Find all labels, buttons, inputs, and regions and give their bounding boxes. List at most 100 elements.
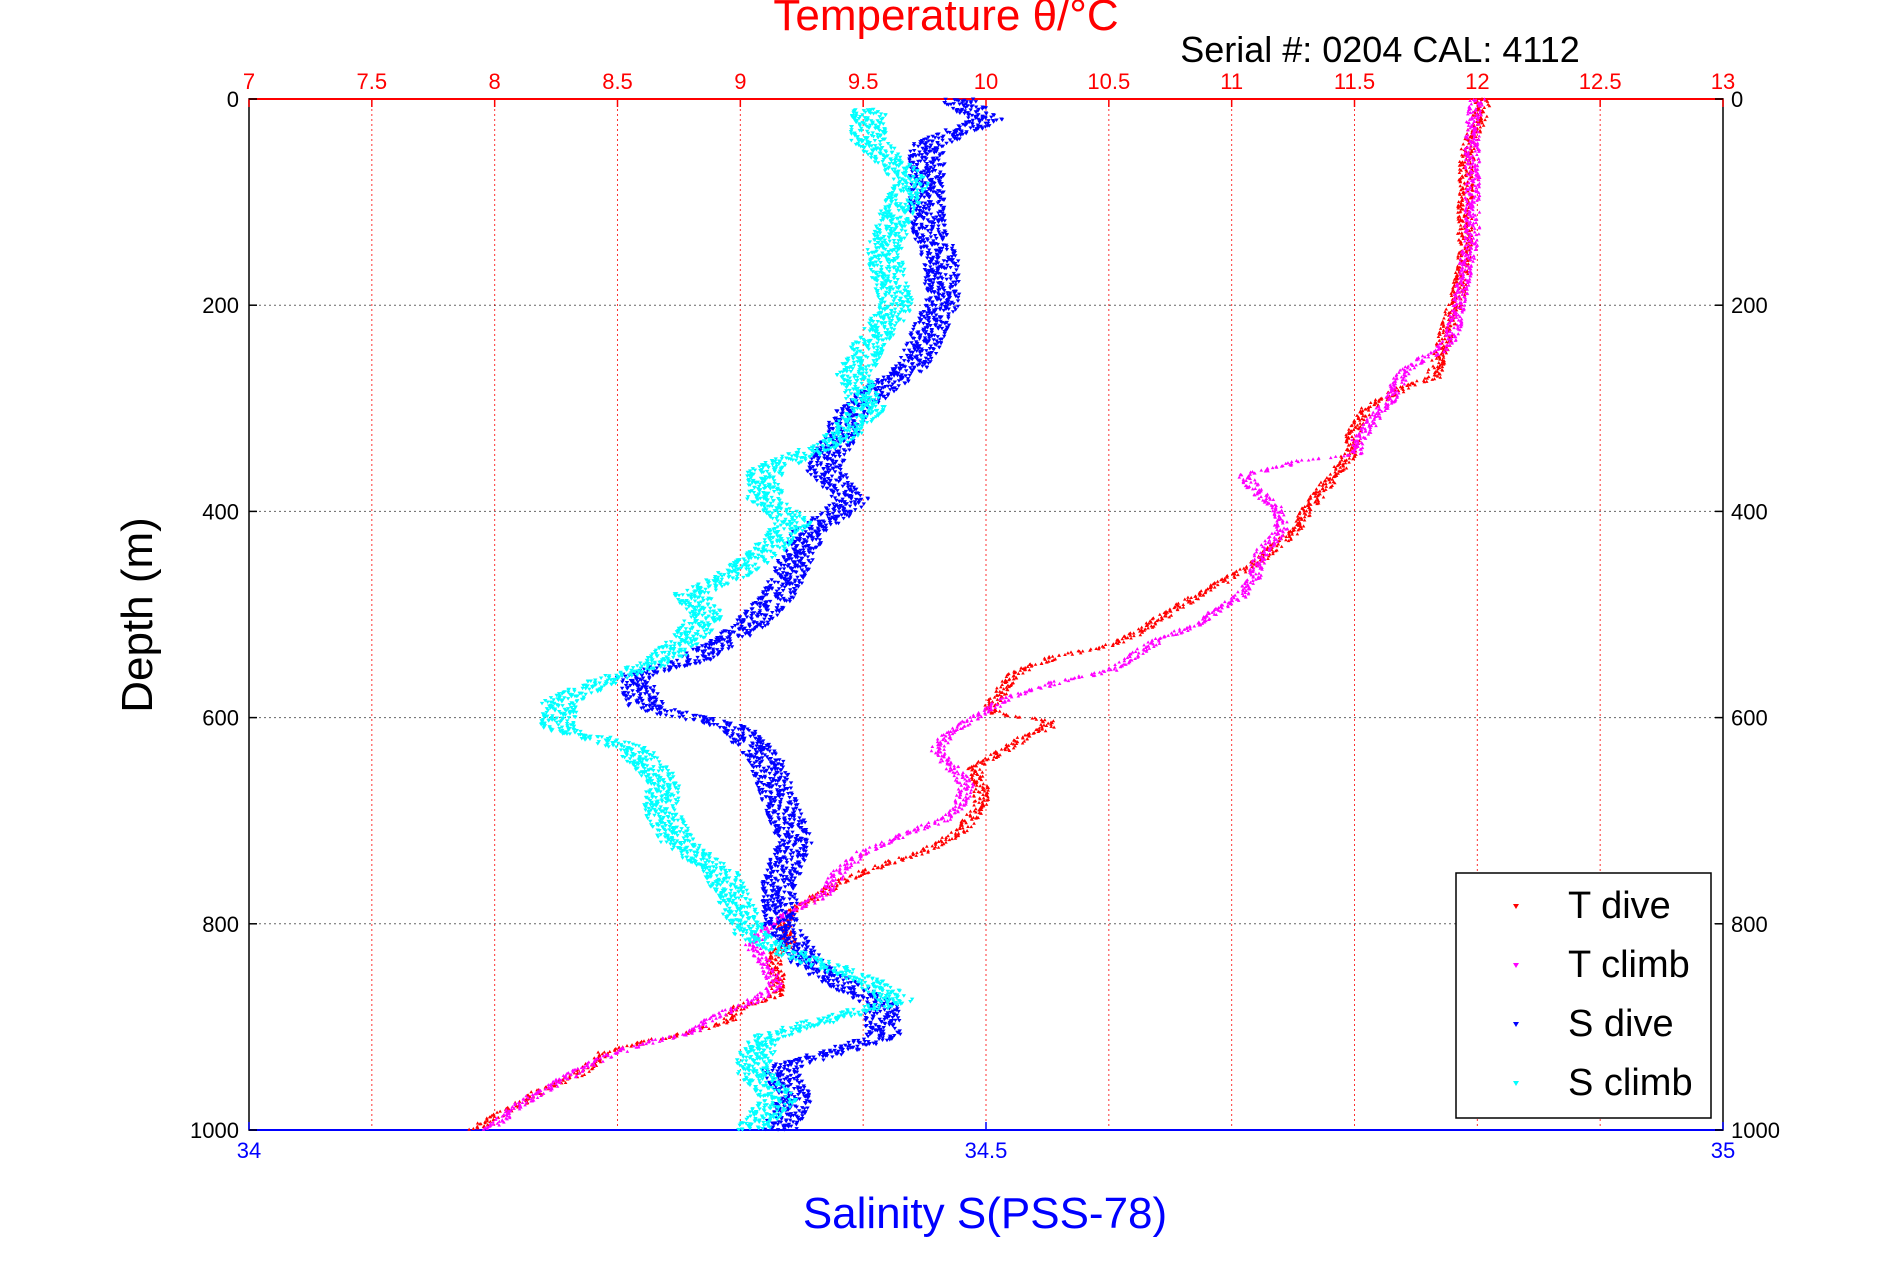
data-point <box>1244 478 1248 482</box>
data-point <box>1432 366 1437 370</box>
data-point <box>1243 582 1247 586</box>
data-point <box>1193 594 1197 598</box>
data-point <box>1270 504 1275 508</box>
data-point <box>778 922 783 926</box>
data-point <box>1474 232 1478 237</box>
data-point <box>1232 575 1237 580</box>
data-point <box>1080 649 1085 653</box>
data-point <box>1248 476 1252 481</box>
data-point <box>1444 329 1449 333</box>
data-point <box>1347 436 1351 440</box>
data-point <box>1244 579 1249 584</box>
data-point <box>722 1020 726 1024</box>
data-point <box>1455 264 1460 268</box>
data-point <box>983 756 988 760</box>
data-point <box>1384 406 1389 410</box>
data-point <box>1347 427 1351 431</box>
data-point <box>1122 634 1126 638</box>
data-point <box>1144 623 1149 627</box>
data-point <box>1233 593 1237 597</box>
data-point <box>860 870 865 874</box>
data-point <box>1016 671 1021 675</box>
data-point <box>1460 288 1464 292</box>
data-point <box>1472 119 1477 124</box>
data-point <box>1457 290 1462 294</box>
data-point <box>1275 544 1279 548</box>
data-point <box>1463 235 1467 239</box>
data-point <box>944 837 948 841</box>
data-point <box>1450 286 1455 290</box>
data-point <box>1447 311 1451 315</box>
data-point <box>979 778 984 782</box>
data-point <box>1183 597 1187 601</box>
data-point <box>1348 442 1353 446</box>
data-point <box>1470 170 1475 174</box>
data-point <box>1461 142 1466 146</box>
data-point <box>728 1017 733 1021</box>
data-point <box>1453 270 1458 274</box>
data-point <box>1392 384 1397 388</box>
data-point <box>1426 374 1431 379</box>
data-point <box>1150 625 1155 629</box>
data-point <box>1372 403 1376 407</box>
data-point <box>1476 195 1481 199</box>
salinity-tick-label: 34 <box>237 1138 261 1163</box>
data-point <box>1149 620 1154 624</box>
data-point <box>1248 587 1252 591</box>
data-point <box>1468 110 1473 115</box>
data-point <box>1466 212 1471 216</box>
data-point <box>1011 674 1016 678</box>
data-point <box>495 1110 499 1114</box>
data-point <box>1000 682 1004 686</box>
data-point <box>1274 525 1279 529</box>
data-point <box>1438 363 1442 367</box>
data-point <box>1472 115 1477 119</box>
data-point <box>980 770 985 774</box>
depth-tick-label-left: 200 <box>202 293 239 318</box>
data-point <box>1275 528 1279 532</box>
data-point <box>1392 392 1396 396</box>
data-point <box>1440 368 1445 372</box>
data-point <box>1042 718 1047 722</box>
data-point <box>1452 306 1457 310</box>
data-point <box>975 761 980 765</box>
data-point <box>1255 492 1260 496</box>
data-point <box>1251 581 1256 585</box>
data-point <box>1443 309 1447 314</box>
data-point <box>1467 181 1471 185</box>
data-point <box>978 790 982 794</box>
data-point <box>1423 355 1427 359</box>
data-point <box>1475 238 1479 242</box>
data-point <box>1339 456 1344 460</box>
data-point <box>1289 537 1293 541</box>
data-point <box>1226 601 1231 605</box>
data-point <box>1389 390 1393 394</box>
data-point <box>1265 494 1269 498</box>
data-point <box>1370 413 1375 417</box>
data-point <box>1251 575 1255 579</box>
data-point <box>1351 457 1355 461</box>
data-point <box>1472 256 1477 260</box>
data-point <box>897 855 901 859</box>
data-point <box>982 789 987 793</box>
data-point <box>940 840 944 844</box>
data-point <box>981 792 985 797</box>
data-point <box>1245 476 1250 480</box>
data-point <box>1257 491 1261 495</box>
data-point <box>883 860 888 864</box>
data-point <box>1471 259 1475 263</box>
data-point <box>1216 583 1220 587</box>
data-point <box>1458 280 1462 284</box>
data-point <box>1246 592 1251 596</box>
data-point <box>1456 200 1461 204</box>
data-point <box>968 809 973 813</box>
data-point <box>1011 677 1016 681</box>
data-point <box>997 693 1002 697</box>
data-point <box>1257 496 1261 500</box>
data-point <box>1287 532 1292 536</box>
data-point <box>970 773 975 777</box>
data-point <box>1472 226 1477 230</box>
data-point <box>1472 200 1477 204</box>
data-point <box>1470 192 1474 196</box>
data-point <box>984 791 989 795</box>
